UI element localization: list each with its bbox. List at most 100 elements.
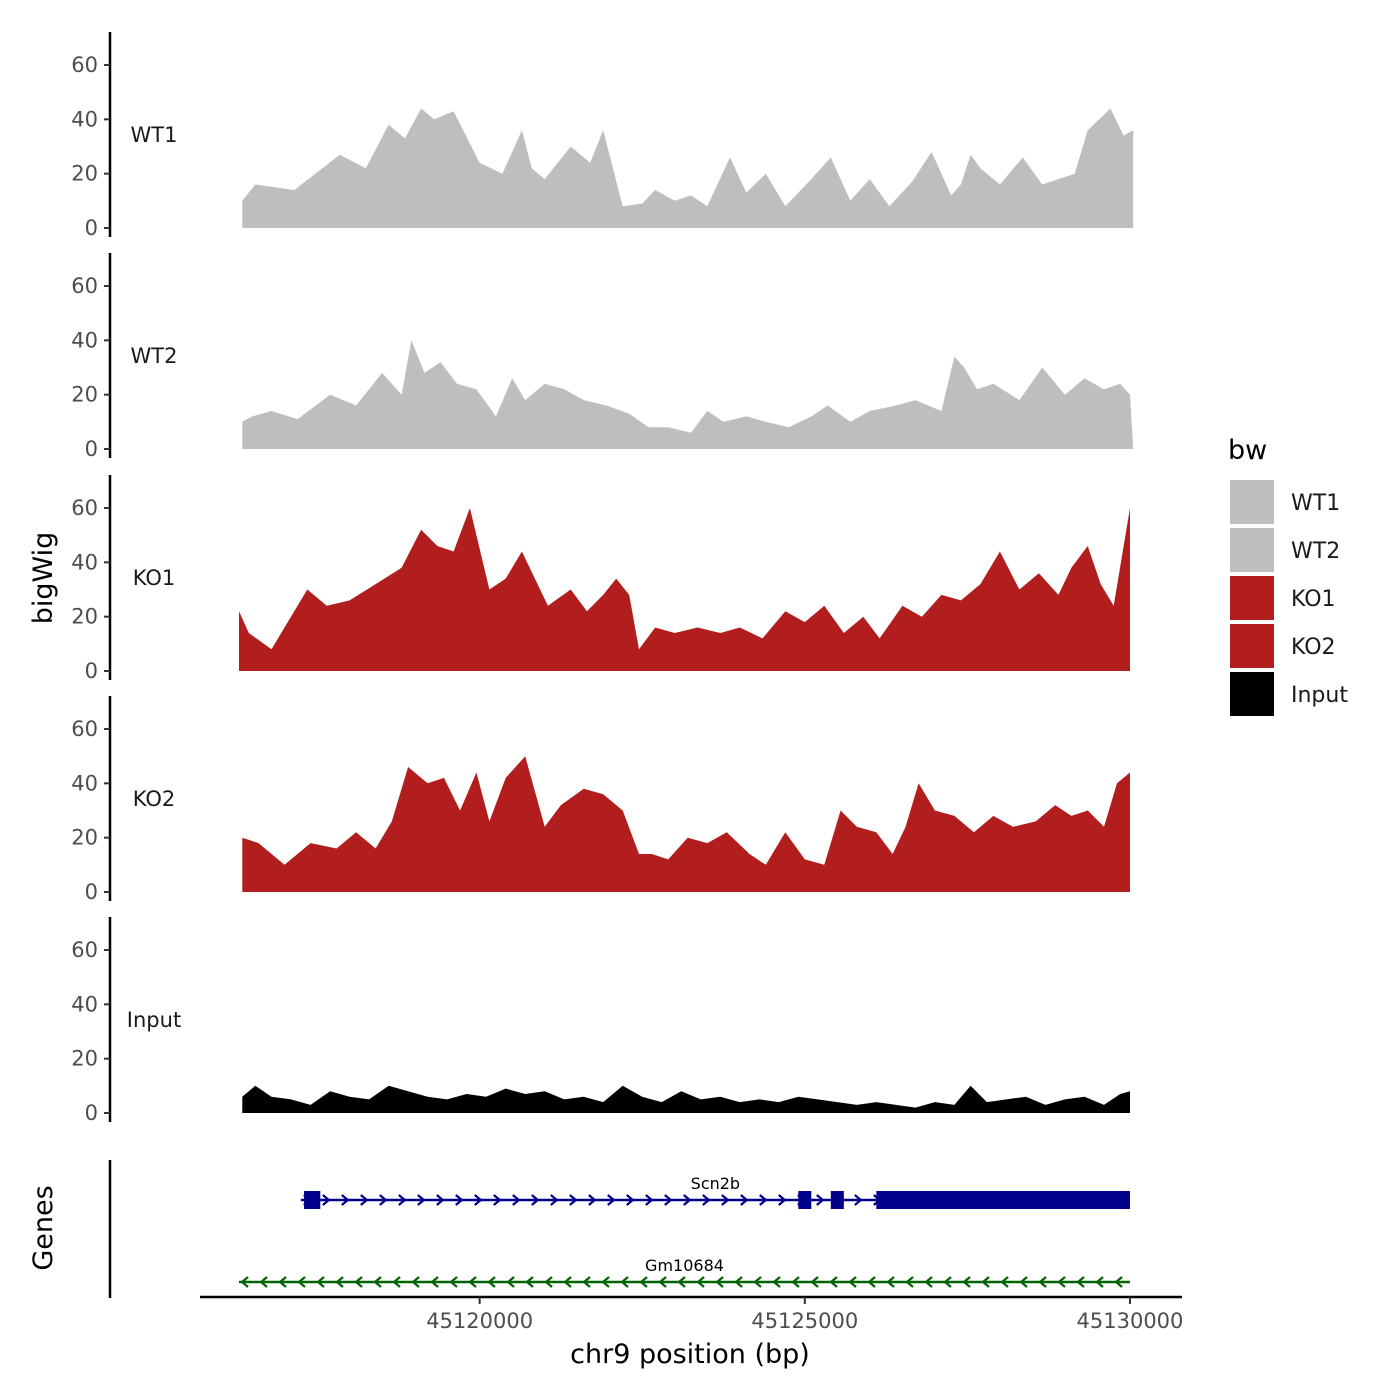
y-tick-label: 40 — [71, 107, 98, 131]
y-axis-title: bigWig — [28, 532, 59, 625]
legend-label-ko2: KO2 — [1291, 635, 1336, 660]
strand-arrow — [411, 1276, 420, 1288]
gene-label: Gm10684 — [645, 1256, 724, 1275]
y-tick-label: 60 — [71, 717, 98, 741]
legend-swatch-wt1 — [1230, 480, 1274, 524]
strand-arrow — [1057, 1276, 1066, 1288]
strand-arrow — [1114, 1276, 1123, 1288]
x-axis: 45120000 45125000 45130000 — [200, 1295, 1183, 1333]
strand-arrow — [734, 1276, 743, 1288]
legend-label-input: Input — [1291, 683, 1348, 708]
coverage-area — [242, 108, 1134, 228]
gene-gm10684: Gm10684 — [239, 1256, 1130, 1288]
strand-arrow — [740, 1194, 749, 1206]
strand-arrow — [626, 1194, 635, 1206]
strand-arrow — [474, 1194, 483, 1206]
legend-swatch-input — [1230, 672, 1274, 716]
strand-arrow — [924, 1276, 933, 1288]
legend-label-ko1: KO1 — [1291, 587, 1336, 612]
y-tick-label: 20 — [71, 826, 98, 850]
strand-arrow — [506, 1276, 515, 1288]
strand-arrow — [316, 1276, 325, 1288]
strand-arrow — [544, 1276, 553, 1288]
strand-arrow — [829, 1276, 838, 1288]
strand-arrow — [297, 1276, 306, 1288]
strand-arrow — [525, 1276, 534, 1288]
strand-arrow — [563, 1276, 572, 1288]
strand-arrow — [1038, 1276, 1047, 1288]
exon-block — [876, 1191, 1130, 1209]
strand-arrow — [702, 1194, 711, 1206]
x-tick-label: 45120000 — [426, 1309, 533, 1333]
x-axis-title: chr9 position (bp) — [570, 1339, 810, 1370]
y-tick-label: 0 — [85, 216, 98, 240]
track-label: Input — [127, 1008, 181, 1032]
track-label: WT1 — [131, 123, 178, 147]
strand-arrow — [468, 1276, 477, 1288]
strand-arrow — [943, 1276, 952, 1288]
strand-arrow — [1076, 1276, 1085, 1288]
strand-arrow — [854, 1194, 863, 1206]
strand-arrow — [1095, 1276, 1104, 1288]
strand-arrow — [607, 1194, 616, 1206]
strand-arrow — [531, 1194, 540, 1206]
strand-arrow — [645, 1194, 654, 1206]
strand-arrow — [620, 1276, 629, 1288]
legend-label-wt1: WT1 — [1291, 491, 1340, 516]
strand-arrow — [639, 1276, 648, 1288]
strand-arrow — [1019, 1276, 1028, 1288]
strand-arrow — [550, 1194, 559, 1206]
exon-block — [798, 1191, 812, 1209]
strand-arrow — [721, 1194, 730, 1206]
y-tick-label: 40 — [71, 550, 98, 574]
y-tick-label: 20 — [71, 162, 98, 186]
strand-arrow — [886, 1276, 895, 1288]
strand-arrow — [588, 1194, 597, 1206]
strand-arrow — [582, 1276, 591, 1288]
gene-scn2b: Scn2b — [300, 1174, 1130, 1209]
coverage-area — [239, 508, 1130, 671]
strand-arrow — [696, 1276, 705, 1288]
strand-arrow — [1000, 1276, 1009, 1288]
strand-arrow — [360, 1194, 369, 1206]
track-label: KO1 — [133, 566, 176, 590]
strand-arrow — [981, 1276, 990, 1288]
exon-block — [304, 1191, 321, 1209]
y-tick-label: 60 — [71, 53, 98, 77]
strand-arrow — [322, 1194, 331, 1206]
genes-track-title: Genes — [28, 1185, 59, 1270]
strand-arrow — [512, 1194, 521, 1206]
strand-arrow — [791, 1276, 800, 1288]
strand-arrow — [240, 1276, 249, 1288]
strand-arrow — [417, 1194, 426, 1206]
track-wt1: 0 20 40 60 WT1 — [71, 32, 1134, 240]
x-tick-label: 45125000 — [751, 1309, 858, 1333]
y-tick-label: 0 — [85, 659, 98, 683]
track-wt2: 0 20 40 60 WT2 — [71, 253, 1134, 461]
strand-arrow — [430, 1276, 439, 1288]
strand-arrow — [810, 1276, 819, 1288]
strand-arrow — [341, 1194, 350, 1206]
coverage-area — [242, 756, 1131, 892]
track-label: KO2 — [133, 787, 176, 811]
tracks: 0 20 40 60 WT1 0 20 40 60 WT2 0 20 40 60 KO1 0 20 40 60 KO2… — [71, 32, 1134, 1125]
track-label: WT2 — [131, 344, 178, 368]
y-tick-label: 20 — [71, 383, 98, 407]
strand-arrow — [379, 1194, 388, 1206]
gene-label: Scn2b — [691, 1174, 740, 1193]
y-tick-label: 40 — [71, 328, 98, 352]
strand-arrow — [848, 1276, 857, 1288]
y-tick-label: 60 — [71, 274, 98, 298]
coverage-area — [242, 340, 1134, 449]
exon-block — [830, 1191, 844, 1209]
y-tick-label: 0 — [85, 1101, 98, 1125]
strand-arrow — [677, 1276, 686, 1288]
track-ko2: 0 20 40 60 KO2 — [71, 696, 1131, 904]
strand-arrow — [715, 1276, 724, 1288]
strand-arrow — [664, 1194, 673, 1206]
strand-arrow — [493, 1194, 502, 1206]
strand-arrow — [759, 1194, 768, 1206]
strand-arrow — [392, 1276, 401, 1288]
